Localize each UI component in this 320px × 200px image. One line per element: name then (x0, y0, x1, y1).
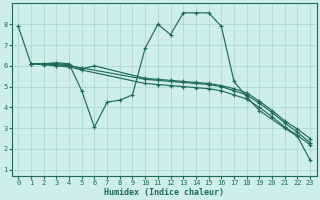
X-axis label: Humidex (Indice chaleur): Humidex (Indice chaleur) (104, 188, 224, 197)
